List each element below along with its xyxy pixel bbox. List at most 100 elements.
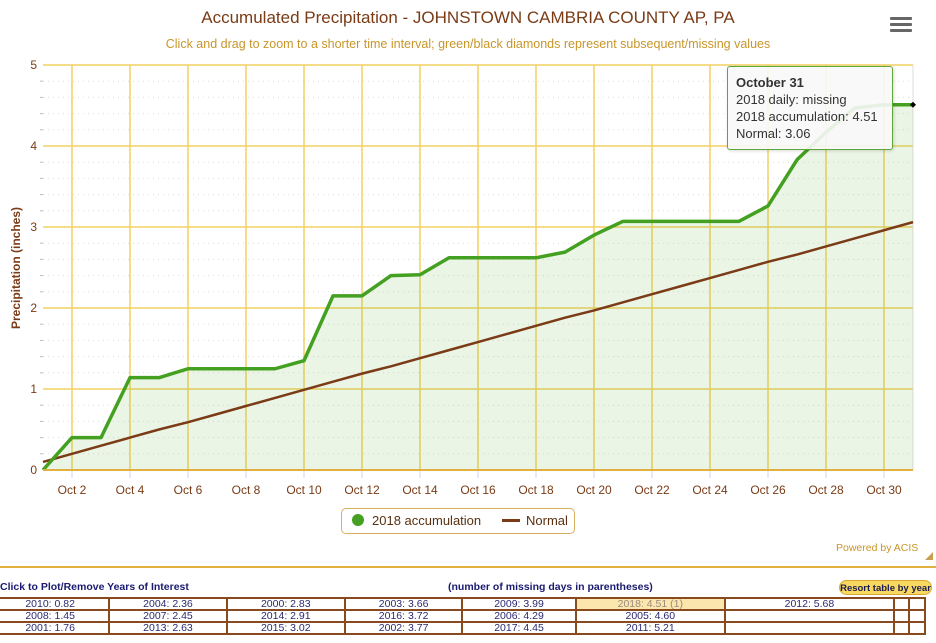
year-cell[interactable]: 2001: 1.76: [0, 621, 111, 635]
year-cell[interactable]: 2009: 3.99: [461, 597, 577, 611]
data-point: [650, 219, 654, 223]
data-point: [476, 256, 480, 260]
data-point: [389, 364, 393, 368]
x-tick-label: Oct 12: [344, 483, 380, 497]
x-tick-label: Oct 24: [692, 483, 728, 497]
resize-handle-icon[interactable]: [925, 552, 933, 560]
tooltip: October 31 2018 daily: missing 2018 accu…: [727, 66, 893, 150]
table-header-left: Click to Plot/Remove Years of Interest: [0, 581, 189, 593]
legend-label: Normal: [526, 513, 568, 528]
chart-title: Accumulated Precipitation - JOHNSTOWN CA…: [201, 8, 735, 27]
y-axis-label: Precipitation (inches): [9, 207, 23, 329]
data-point: [186, 420, 190, 424]
chart-legend: 2018 accumulation Normal: [341, 508, 575, 534]
legend-item-normal[interactable]: Normal: [502, 509, 568, 535]
table-row: 2001: 1.76 2013: 2.63 2015: 3.02 2002: 3.77…: [0, 621, 926, 635]
data-point: [853, 236, 857, 240]
series-line-2018-accumulation: [41, 102, 913, 472]
brown-line-icon: [502, 519, 520, 522]
y-tick-label: 0: [30, 463, 37, 477]
year-cell[interactable]: 2003: 3.66: [343, 597, 464, 611]
data-point: [41, 460, 45, 464]
data-point: [331, 380, 335, 384]
x-tick-label: Oct 4: [116, 483, 145, 497]
year-cell[interactable]: 2004: 2.36: [108, 597, 228, 611]
y-tick-label: 2: [30, 301, 37, 315]
divider: [0, 566, 936, 568]
data-point: [737, 219, 741, 223]
y-tick-label: 1: [30, 382, 37, 396]
year-cell[interactable]: 2007: 2.45: [108, 609, 228, 623]
empty-cell: [908, 621, 926, 635]
data-point: [360, 372, 364, 376]
year-cell[interactable]: 2005: 4.60: [574, 609, 726, 623]
data-point: [128, 436, 132, 440]
data-point: [244, 367, 248, 371]
y-tick-label: 4: [30, 139, 37, 153]
year-cell[interactable]: 2006: 4.29: [461, 609, 577, 623]
data-point: [186, 367, 190, 371]
empty-cell: [723, 621, 896, 635]
x-tick-label: Oct 6: [174, 483, 203, 497]
data-point: [824, 244, 828, 248]
x-tick-label: Oct 10: [286, 483, 322, 497]
data-point: [766, 260, 770, 264]
accumulation-area-fill: [43, 104, 913, 470]
years-table-section: Click to Plot/Remove Years of Interest (…: [0, 578, 936, 643]
years-table: 2010: 0.82 2004: 2.36 2000: 2.83 2003: 3.66…: [0, 597, 926, 635]
year-cell[interactable]: 2013: 2.63: [108, 621, 228, 635]
data-point: [157, 428, 161, 432]
year-cell[interactable]: 2016: 3.72: [343, 609, 464, 623]
year-cell[interactable]: 2018: 4.51 (1): [574, 597, 726, 611]
legend-item-2018-accumulation[interactable]: 2018 accumulation: [352, 509, 481, 535]
x-tick-label: Oct 26: [750, 483, 786, 497]
data-point: [302, 388, 306, 392]
year-cell[interactable]: 2012: 5.68: [723, 597, 896, 611]
data-point: [650, 292, 654, 296]
data-point: [563, 316, 567, 320]
empty-cell: [908, 597, 926, 611]
year-cell[interactable]: 2002: 3.77: [343, 621, 464, 635]
data-point: [70, 436, 74, 440]
empty-cell: [893, 609, 911, 623]
hamburger-menu-icon[interactable]: [890, 14, 912, 34]
credits-link[interactable]: Powered by ACIS: [836, 542, 919, 554]
data-point: [389, 274, 393, 278]
data-point: [99, 436, 103, 440]
year-cell[interactable]: 2011: 5.21: [574, 621, 726, 635]
x-tick-label: Oct 22: [634, 483, 670, 497]
year-cell[interactable]: 2008: 1.45: [0, 609, 111, 623]
table-header-mid: (number of missing days in parentheses): [448, 581, 653, 593]
green-circle-icon: [352, 514, 364, 526]
data-point: [882, 228, 886, 232]
data-point: [534, 256, 538, 260]
x-tick-label: Oct 18: [518, 483, 554, 497]
data-point: [273, 367, 277, 371]
year-cell[interactable]: 2015: 3.02: [225, 621, 346, 635]
x-tick-label: Oct 14: [402, 483, 438, 497]
data-point: [418, 356, 422, 360]
resort-table-button[interactable]: Resort table by year: [839, 580, 932, 595]
data-point: [273, 396, 277, 400]
missing-value-diamond-icon: [910, 101, 916, 108]
data-point: [157, 376, 161, 380]
tooltip-daily: 2018 daily: missing: [736, 92, 847, 107]
data-point: [534, 324, 538, 328]
year-cell[interactable]: 2014: 2.91: [225, 609, 346, 623]
data-point: [447, 348, 451, 352]
chart-container[interactable]: 0 1 2 3 4 5 Oct 2 Oct 4 Oct 6 Oct 8 Oct 10 Oct 12 Oc…: [0, 0, 936, 570]
series-lines: [41, 101, 916, 472]
data-point: [215, 367, 219, 371]
year-cell[interactable]: 2000: 2.83: [225, 597, 346, 611]
data-point: [621, 300, 625, 304]
year-cell[interactable]: 2017: 4.45: [461, 621, 577, 635]
data-point: [795, 253, 799, 257]
table-row: 2010: 0.82 2004: 2.36 2000: 2.83 2003: 3.66…: [0, 597, 926, 611]
year-cell[interactable]: 2010: 0.82: [0, 597, 111, 611]
data-point: [128, 376, 132, 380]
data-point: [708, 276, 712, 280]
y-tick-label: 5: [30, 58, 37, 72]
data-point: [679, 284, 683, 288]
tooltip-date: October 31: [736, 75, 804, 90]
x-tick-label: Oct 28: [808, 483, 844, 497]
